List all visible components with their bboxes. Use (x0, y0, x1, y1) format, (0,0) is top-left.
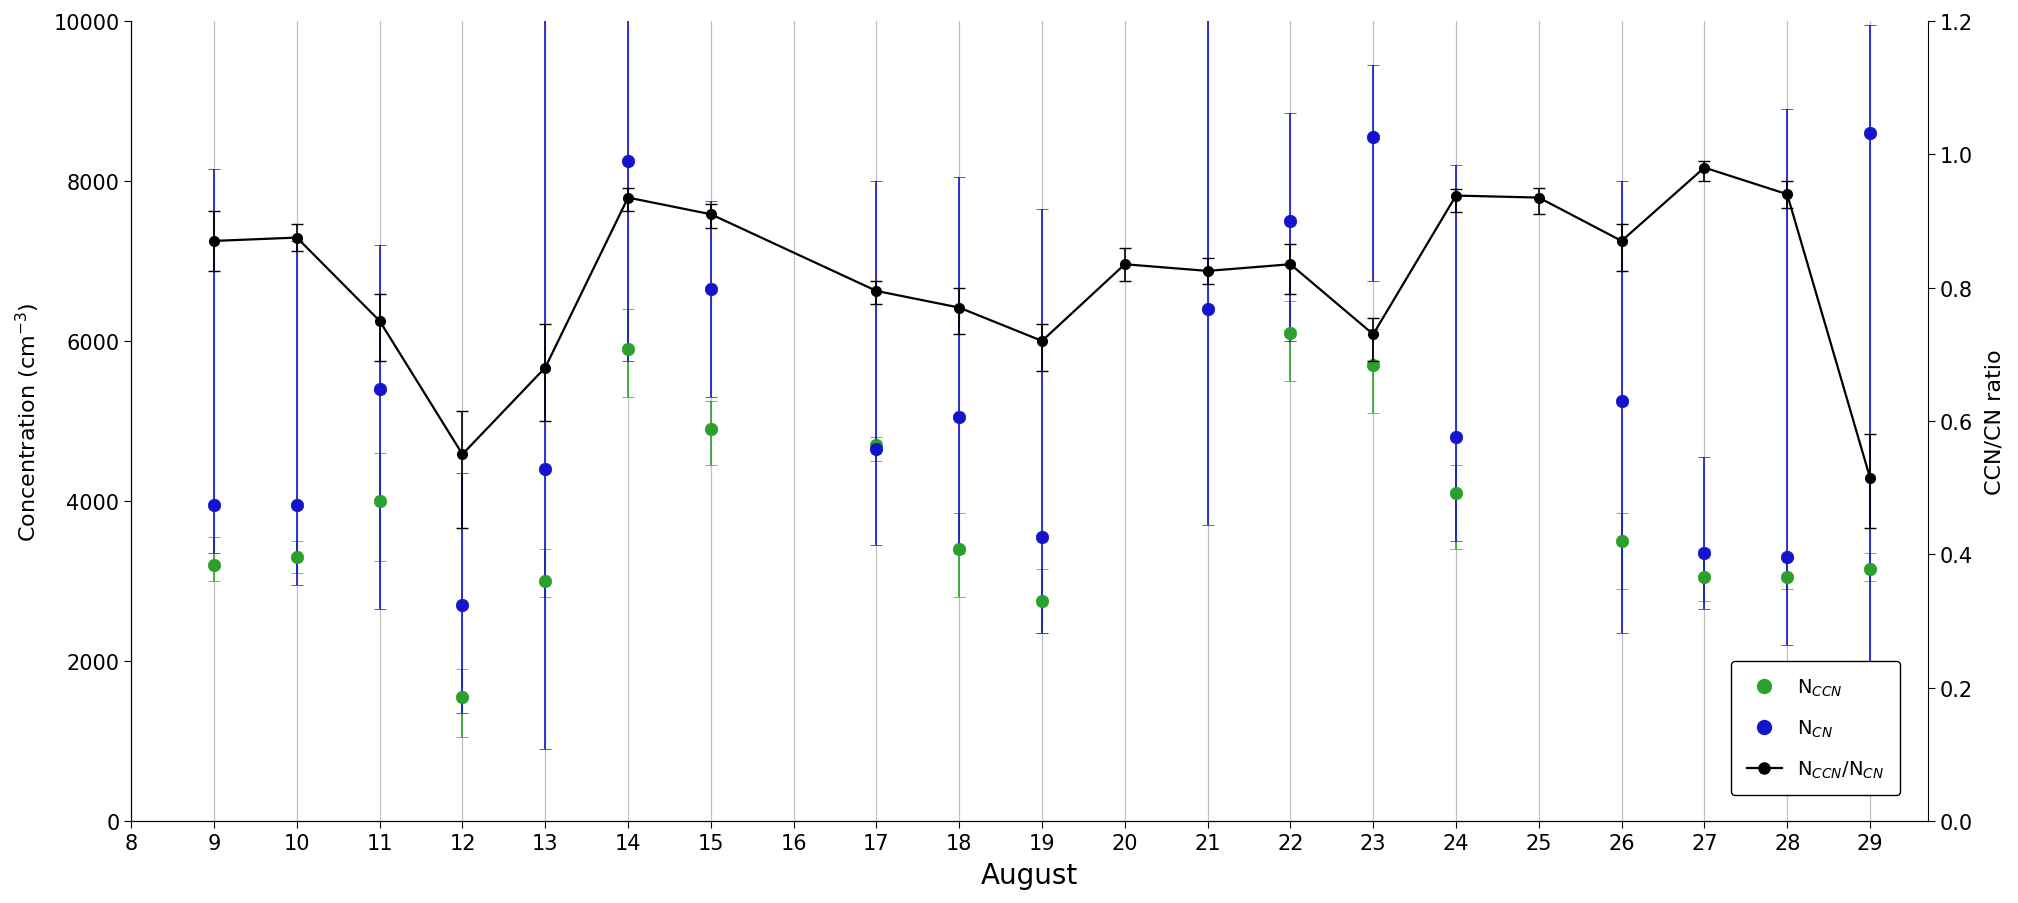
Y-axis label: Concentration (cm$^{-3}$): Concentration (cm$^{-3}$) (14, 302, 42, 541)
Y-axis label: CCN/CN ratio: CCN/CN ratio (1984, 349, 2004, 494)
X-axis label: August: August (981, 861, 1078, 889)
Legend: N$_{CCN}$, N$_{CN}$, N$_{CCN}$/N$_{CN}$: N$_{CCN}$, N$_{CN}$, N$_{CCN}$/N$_{CN}$ (1731, 662, 1901, 796)
